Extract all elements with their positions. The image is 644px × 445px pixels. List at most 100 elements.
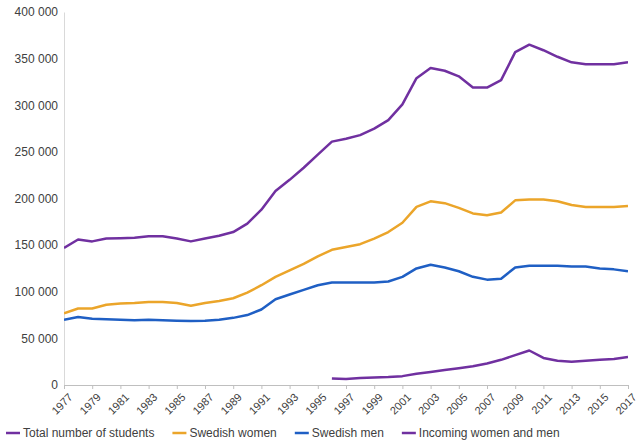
x-tick-label: 2001 [387, 391, 413, 417]
x-tick: 1989 [218, 385, 244, 417]
legend-swatch [295, 432, 309, 435]
x-tick-label: 2003 [416, 391, 442, 417]
x-tick-mark [487, 385, 488, 389]
y-tick-label: 200 000 [15, 192, 59, 206]
x-tick-mark [290, 385, 291, 389]
x-tick: 2005 [444, 385, 470, 417]
x-tick: 1999 [359, 385, 385, 417]
x-tick-label: 2013 [557, 391, 583, 417]
x-tick: 1977 [49, 385, 75, 417]
y-tick-label: 300 000 [15, 99, 59, 113]
series-line [332, 350, 628, 378]
x-tick-label: 1981 [105, 391, 131, 417]
x-tick-mark [628, 385, 629, 389]
y-axis: 0 50 000 100 000 150 000 200 000 250 000 300 0… [15, 5, 65, 392]
x-tick: 2007 [472, 385, 498, 417]
x-tick-label: 1995 [303, 391, 329, 417]
x-tick-label: 2017 [613, 391, 639, 417]
x-tick-mark [346, 385, 347, 389]
x-tick-label: 1991 [246, 391, 272, 417]
y-tick: 400 000 [15, 5, 64, 19]
x-tick-label: 1987 [190, 391, 216, 417]
legend-item: Incoming women and men [402, 426, 560, 440]
x-tick-mark [318, 385, 319, 389]
x-tick: 1985 [162, 385, 188, 417]
x-axis: 1977197919811983198519871989199119931995… [49, 385, 639, 417]
y-tick: 300 000 [15, 99, 64, 113]
x-tick-mark [120, 385, 121, 389]
legend-label: Swedish men [312, 426, 384, 440]
x-tick-mark [233, 385, 234, 389]
legend-swatch [172, 432, 186, 435]
legend-label: Total number of students [23, 426, 154, 440]
x-tick: 1979 [77, 385, 103, 417]
y-tick-label: 0 [51, 378, 58, 392]
x-tick-label: 1999 [359, 391, 385, 417]
y-tick: 0 [51, 378, 64, 392]
series-line [64, 199, 628, 313]
y-tick-label: 250 000 [15, 145, 59, 159]
series-line [64, 265, 628, 321]
legend-swatch [402, 432, 416, 435]
x-tick-mark [92, 385, 93, 389]
x-tick-mark [543, 385, 544, 389]
x-tick-mark [64, 385, 65, 389]
x-tick: 1991 [246, 385, 272, 417]
x-tick: 1981 [105, 385, 131, 417]
y-tick: 150 000 [15, 238, 64, 252]
x-tick-mark [374, 385, 375, 389]
series-line [64, 45, 628, 248]
y-tick-label: 100 000 [15, 285, 59, 299]
y-tick: 350 000 [15, 52, 64, 66]
x-tick: 2015 [585, 385, 611, 417]
legend-label: Incoming women and men [419, 426, 560, 440]
x-tick-mark [149, 385, 150, 389]
x-tick-mark [572, 385, 573, 389]
x-tick-mark [177, 385, 178, 389]
x-tick: 2013 [557, 385, 583, 417]
y-tick: 100 000 [15, 285, 64, 299]
x-tick: 1987 [190, 385, 216, 417]
y-tick-label: 350 000 [15, 52, 59, 66]
x-tick: 1993 [275, 385, 301, 417]
x-axis-line [65, 386, 629, 390]
plot-area [64, 45, 628, 379]
x-tick-mark [205, 385, 206, 389]
y-tick: 200 000 [15, 192, 64, 206]
x-tick-label: 1997 [331, 391, 357, 417]
legend-item: Swedish women [172, 426, 276, 440]
x-tick-label: 1979 [77, 391, 103, 417]
x-tick-label: 1993 [275, 391, 301, 417]
legend: Total number of students Swedish women Swe… [6, 426, 560, 440]
x-tick-mark [261, 385, 262, 389]
x-tick: 1983 [134, 385, 160, 417]
x-tick-mark [459, 385, 460, 389]
x-tick-label: 2009 [500, 391, 526, 417]
x-tick-mark [515, 385, 516, 389]
x-tick: 2009 [500, 385, 526, 417]
y-tick-label: 150 000 [15, 238, 59, 252]
legend-item: Total number of students [6, 426, 154, 440]
x-tick: 2001 [387, 385, 413, 417]
chart: 0 50 000 100 000 150 000 200 000 250 000 300 0… [0, 0, 644, 445]
x-tick-label: 2005 [444, 391, 470, 417]
x-tick-label: 2007 [472, 391, 498, 417]
x-tick-label: 2015 [585, 391, 611, 417]
x-tick-label: 1989 [218, 391, 244, 417]
x-tick: 1997 [331, 385, 357, 417]
x-tick-label: 1983 [134, 391, 160, 417]
x-tick-label: 1985 [162, 391, 188, 417]
x-tick-label: 1977 [49, 391, 75, 417]
y-axis-line [64, 13, 65, 386]
x-tick: 2011 [529, 385, 554, 416]
y-tick: 50 000 [21, 332, 64, 346]
x-tick-mark [402, 385, 403, 389]
y-tick-label: 400 000 [15, 5, 59, 19]
x-tick: 2003 [416, 385, 442, 417]
legend-item: Swedish men [295, 426, 384, 440]
legend-swatch [6, 432, 20, 435]
y-tick: 250 000 [15, 145, 64, 159]
x-tick-mark [600, 385, 601, 389]
x-tick-mark [431, 385, 432, 389]
legend-label: Swedish women [189, 426, 276, 440]
